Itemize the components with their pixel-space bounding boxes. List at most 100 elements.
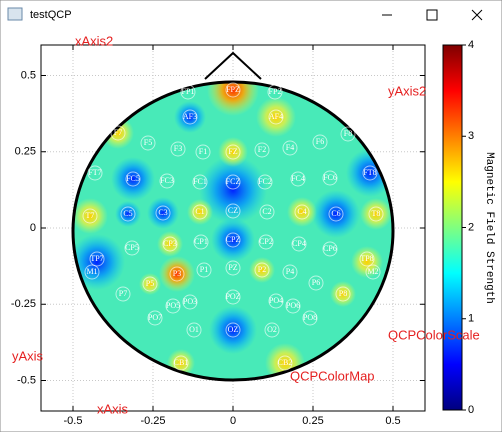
electrode bbox=[277, 355, 293, 371]
heat-blob bbox=[256, 97, 296, 137]
annotation: yAxis bbox=[12, 348, 44, 363]
electrode-label: M1 bbox=[86, 267, 97, 276]
electrode bbox=[110, 125, 126, 141]
y-tick-label: 0.5 bbox=[21, 69, 36, 81]
electrode bbox=[82, 208, 98, 224]
electrode bbox=[225, 174, 241, 190]
maximize-button[interactable] bbox=[426, 9, 438, 21]
annotation: QCPColorScale bbox=[388, 327, 480, 342]
color-scale-tick-label: 1 bbox=[468, 313, 474, 325]
electrode bbox=[169, 266, 185, 282]
electrode-label: P6 bbox=[312, 278, 320, 287]
electrode bbox=[308, 275, 324, 291]
electrode bbox=[285, 298, 301, 314]
electrode-label: FC2 bbox=[258, 177, 272, 186]
electrode bbox=[193, 234, 209, 250]
electrode-label: FCZ bbox=[226, 177, 241, 186]
electrode bbox=[365, 264, 381, 280]
heat-blob bbox=[249, 257, 275, 283]
electrode bbox=[322, 170, 338, 186]
electrode bbox=[165, 298, 181, 314]
electrode bbox=[225, 289, 241, 305]
electrode-label: PO5 bbox=[166, 301, 180, 310]
x-tick-label: -0.5 bbox=[64, 415, 83, 427]
electrode-label: C3 bbox=[158, 208, 167, 217]
x-tick-label: 0 bbox=[230, 415, 236, 427]
electrode-label: FZ bbox=[228, 147, 237, 156]
electrode bbox=[264, 322, 280, 338]
color-scale-bar bbox=[442, 44, 463, 411]
heat-blob bbox=[147, 197, 179, 229]
heat-blob bbox=[209, 306, 257, 354]
heat-blob bbox=[211, 218, 255, 262]
electrode-label: PO4 bbox=[269, 296, 283, 305]
electrode bbox=[125, 171, 141, 187]
annotation: yAxis2 bbox=[388, 83, 426, 98]
electrode bbox=[340, 126, 356, 142]
electrode-label: AF3 bbox=[183, 112, 197, 121]
electrode bbox=[195, 144, 211, 160]
heat-blob bbox=[287, 197, 317, 227]
electrode bbox=[182, 109, 198, 125]
electrode-label: FC5 bbox=[126, 174, 140, 183]
plot: -0.5 -0.25 0 0.25 0.5 -0.5 -0.25 0 0.25 0.5 FP1 FPZ… bbox=[11, 33, 495, 426]
electrode bbox=[84, 264, 100, 280]
head-outline bbox=[71, 80, 395, 382]
electrode bbox=[225, 144, 241, 160]
electrode-label: FC3 bbox=[160, 176, 174, 185]
electrode bbox=[267, 84, 283, 100]
electrode-label: PO8 bbox=[303, 313, 317, 322]
electrode-label: FC6 bbox=[323, 173, 337, 182]
window-title: testQCP bbox=[30, 9, 72, 21]
electrode bbox=[282, 264, 298, 280]
electrode bbox=[225, 203, 241, 219]
color-scale-tick-label: 2 bbox=[468, 221, 474, 233]
electrode-label: P1 bbox=[200, 265, 208, 274]
electrode-label: CPZ bbox=[226, 235, 241, 244]
electrode-label: O1 bbox=[189, 325, 199, 334]
electrode bbox=[322, 241, 338, 257]
electrode-label: P7 bbox=[119, 289, 127, 298]
electrode-label: PO3 bbox=[183, 297, 197, 306]
electrode bbox=[162, 236, 178, 252]
electrode bbox=[302, 310, 318, 326]
electrode bbox=[362, 165, 378, 181]
heat-blob bbox=[360, 198, 392, 230]
electrode bbox=[196, 262, 212, 278]
close-button[interactable] bbox=[471, 9, 483, 21]
electrode-label: CP3 bbox=[163, 239, 177, 248]
electrode-label: T7 bbox=[86, 211, 95, 220]
electrode bbox=[186, 322, 202, 338]
electrode-label: FPZ bbox=[226, 85, 240, 94]
electrode bbox=[257, 174, 273, 190]
electrode-label: F2 bbox=[258, 145, 266, 154]
heat-blob bbox=[174, 101, 206, 133]
electrode bbox=[254, 262, 270, 278]
electrode-label: POZ bbox=[225, 292, 240, 301]
color-scale-label: Magnetic Field Strength bbox=[483, 152, 495, 304]
electrode bbox=[291, 236, 307, 252]
electrode-label: CP1 bbox=[194, 237, 208, 246]
electrode bbox=[225, 260, 241, 276]
electrode bbox=[290, 171, 306, 187]
electrode bbox=[259, 204, 275, 220]
electrode-label: CZ bbox=[228, 206, 238, 215]
electrode-label: P4 bbox=[286, 267, 294, 276]
electrode-label: F6 bbox=[316, 137, 324, 146]
x-tick-label: -0.25 bbox=[140, 415, 165, 427]
electrode bbox=[225, 322, 241, 338]
electrode-label: F8 bbox=[344, 129, 352, 138]
electrode bbox=[173, 355, 189, 371]
heat-blob bbox=[111, 157, 155, 201]
electrode bbox=[192, 174, 208, 190]
electrode-label: P2 bbox=[258, 265, 266, 274]
electrode bbox=[312, 134, 328, 150]
annotation: xAxis bbox=[97, 401, 129, 416]
y-tick-label: -0.5 bbox=[17, 374, 36, 386]
electrode-label: C6 bbox=[331, 209, 340, 218]
heat-blob bbox=[218, 137, 248, 167]
electrode-label: FP2 bbox=[269, 87, 282, 96]
electrode-label: FC4 bbox=[291, 174, 305, 183]
electrode bbox=[170, 141, 186, 157]
electrode-label: F4 bbox=[286, 143, 294, 152]
